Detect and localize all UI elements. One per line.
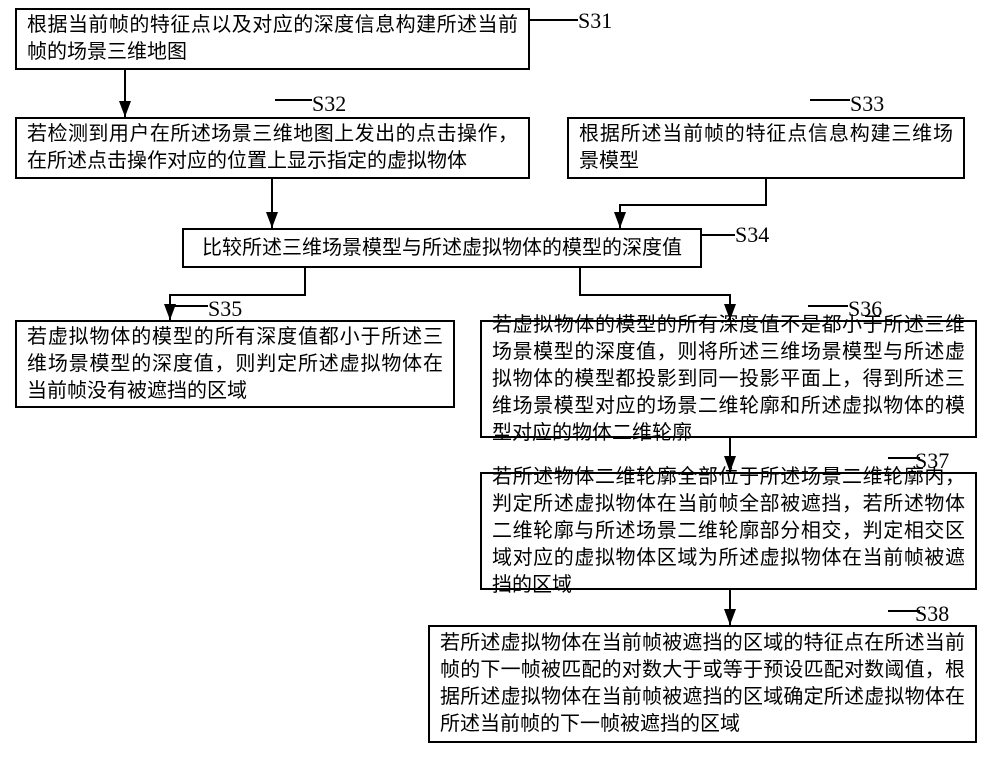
step-s38: 若所述虚拟物体在当前帧被遮挡的区域的特征点在所述当前帧的下一帧被匹配的对数大于或…: [428, 625, 977, 743]
flowchart-canvas: 根据当前帧的特征点以及对应的深度信息构建所述当前帧的场景三维地图 S31 若检测…: [0, 0, 1000, 757]
step-s37: 若所述物体二维轮廓全部位于所述场景二维轮廓内，判定所述虚拟物体在当前帧全部被遮挡…: [480, 472, 977, 590]
step-s37-label: S37: [915, 448, 949, 474]
step-s31-text: 根据当前帧的特征点以及对应的深度信息构建所述当前帧的场景三维地图: [27, 12, 518, 66]
step-s33-label: S33: [850, 91, 884, 117]
step-s34-label: S34: [735, 222, 769, 248]
step-s36-label: S36: [848, 296, 882, 322]
step-s35: 若虚拟物体的模型的所有深度值都小于所述三维场景模型的深度值，则判定所述虚拟物体在…: [15, 320, 455, 408]
step-s36-text: 若虚拟物体的模型的所有深度值不是都小于所述三维场景模型的深度值，则将所述三维场景…: [492, 312, 965, 447]
step-s38-text: 若所述虚拟物体在当前帧被遮挡的区域的特征点在所述当前帧的下一帧被匹配的对数大于或…: [440, 630, 965, 738]
step-s32-text: 若检测到用户在所述场景三维地图上发出的点击操作，在所述点击操作对应的位置上显示指…: [27, 121, 518, 175]
step-s34-text: 比较所述三维场景模型与所述虚拟物体的模型的深度值: [202, 235, 682, 262]
step-s33: 根据所述当前帧的特征点信息构建三维场景模型: [567, 117, 965, 179]
step-s38-label: S38: [915, 601, 949, 627]
step-s32: 若检测到用户在所述场景三维地图上发出的点击操作，在所述点击操作对应的位置上显示指…: [15, 117, 530, 179]
step-s35-label: S35: [208, 296, 242, 322]
step-s31: 根据当前帧的特征点以及对应的深度信息构建所述当前帧的场景三维地图: [15, 8, 530, 70]
step-s36: 若虚拟物体的模型的所有深度值不是都小于所述三维场景模型的深度值，则将所述三维场景…: [480, 320, 977, 438]
step-s37-text: 若所述物体二维轮廓全部位于所述场景二维轮廓内，判定所述虚拟物体在当前帧全部被遮挡…: [492, 464, 965, 599]
step-s34: 比较所述三维场景模型与所述虚拟物体的模型的深度值: [182, 228, 702, 268]
step-s32-label: S32: [312, 91, 346, 117]
step-s31-label: S31: [578, 8, 612, 34]
step-s35-text: 若虚拟物体的模型的所有深度值都小于所述三维场景模型的深度值，则判定所述虚拟物体在…: [27, 324, 443, 405]
step-s33-text: 根据所述当前帧的特征点信息构建三维场景模型: [579, 121, 953, 175]
